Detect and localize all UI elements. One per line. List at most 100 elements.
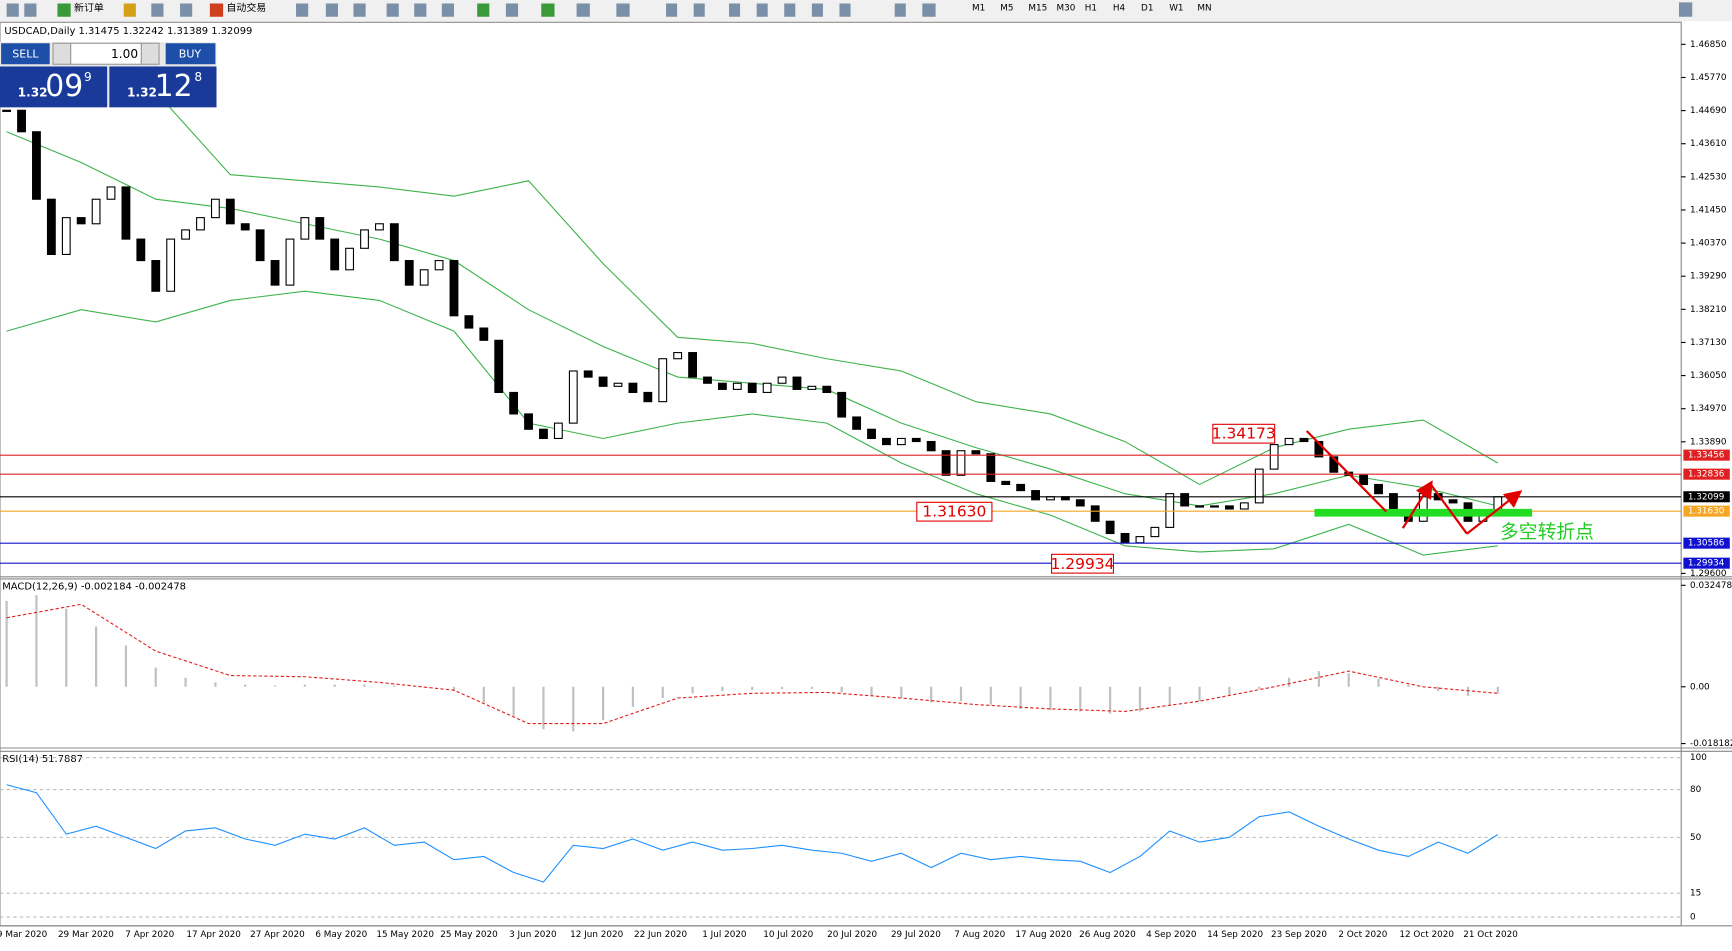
macd-bar (691, 686, 694, 694)
new-order[interactable]: 新订单 (74, 1, 104, 14)
candle (956, 450, 966, 476)
timeframe[interactable]: D1 (1141, 3, 1153, 13)
timeframe[interactable]: M15 (1028, 3, 1047, 13)
timeframe[interactable]: W1 (1169, 3, 1183, 13)
macd-bar (810, 686, 813, 689)
candle (1254, 468, 1264, 504)
icon[interactable] (441, 3, 454, 17)
candle (404, 260, 414, 286)
macd-bar (631, 686, 635, 707)
x-tick-label: 26 Aug 2020 (1079, 930, 1136, 940)
price-level-tag (1683, 505, 1730, 517)
buy-button[interactable] (165, 43, 216, 65)
macd-bar (244, 684, 247, 687)
candle (688, 352, 697, 378)
timeframe[interactable]: M5 (1000, 3, 1013, 13)
icon[interactable] (353, 3, 366, 17)
candle (837, 391, 847, 418)
candle (1165, 493, 1175, 528)
icon[interactable] (693, 3, 705, 17)
y-tick-label: 1.29600 (1690, 569, 1727, 579)
candle (747, 382, 757, 394)
macd-bar (989, 686, 992, 705)
x-tick-label: 7 Apr 2020 (125, 930, 174, 940)
icon[interactable] (6, 3, 19, 17)
macd-bar (661, 686, 664, 699)
icon[interactable] (477, 3, 490, 17)
buy-price-box[interactable] (109, 66, 217, 108)
macd-bar (482, 686, 485, 703)
x-tick-label: 29 Jul 2020 (891, 930, 941, 940)
icon[interactable] (209, 3, 224, 17)
macd-bar (1079, 686, 1082, 712)
icon[interactable] (541, 3, 555, 17)
candle (76, 217, 86, 225)
icon[interactable] (729, 3, 741, 17)
candle (1016, 483, 1026, 492)
auto-trading[interactable]: 自动交易 (226, 1, 266, 14)
icon[interactable] (616, 3, 630, 17)
candle (375, 223, 384, 231)
icon[interactable] (296, 3, 309, 17)
spin-button[interactable] (140, 42, 160, 65)
icon[interactable] (666, 3, 678, 17)
x-tick-label: 14 Sep 2020 (1207, 930, 1263, 940)
timeframes: M1 M5 M15 M30 H1 H4 D1 W1 MN (972, 3, 1212, 13)
candle (1359, 474, 1369, 486)
icon[interactable] (784, 3, 796, 17)
icon[interactable] (756, 3, 768, 17)
buy-price-big: 1.32 (127, 85, 157, 99)
icon[interactable] (505, 3, 519, 17)
macd-bar (930, 686, 933, 703)
icon[interactable] (123, 3, 136, 17)
candle (240, 223, 250, 231)
icon[interactable] (839, 3, 851, 17)
macd-bar (1109, 686, 1112, 714)
y-tick-label: 15 (1690, 889, 1701, 899)
icon[interactable] (922, 3, 936, 17)
macd-bar (452, 686, 456, 692)
candle (46, 198, 56, 255)
y-tick-label: 1.38210 (1690, 305, 1727, 315)
macd-title: MACD(12,26,9) -0.002184 -0.002478 (2, 582, 186, 593)
icon[interactable] (57, 3, 71, 17)
timeframe[interactable]: MN (1197, 3, 1211, 13)
candle (896, 437, 906, 446)
price-level-label: 1.30586 (1688, 539, 1725, 549)
timeframe[interactable]: M30 (1057, 3, 1076, 13)
icon[interactable] (414, 3, 427, 17)
icon[interactable] (576, 3, 590, 17)
icon[interactable] (894, 3, 906, 17)
sell-price-box[interactable] (0, 66, 108, 108)
x-tick-label: 23 Sep 2020 (1271, 930, 1327, 940)
candle (1299, 437, 1309, 443)
candle (315, 217, 325, 240)
icon[interactable] (386, 3, 399, 17)
y-tick-label: 50 (1690, 833, 1702, 843)
sell-button[interactable] (1, 43, 50, 65)
candle (17, 109, 26, 133)
macd-bar (214, 682, 217, 687)
timeframe[interactable]: M1 (972, 3, 985, 13)
macd-bar (1019, 686, 1022, 709)
candle (882, 437, 891, 446)
x-tick-label: 7 Aug 2020 (954, 930, 1005, 940)
candle (658, 358, 668, 403)
candle (568, 370, 578, 424)
icon[interactable] (180, 3, 193, 17)
spin-button[interactable] (52, 42, 72, 65)
price-level-tag (1683, 557, 1730, 569)
icon[interactable] (24, 3, 37, 17)
icon[interactable] (1678, 2, 1693, 17)
timeframe[interactable]: H4 (1113, 3, 1126, 13)
sell-price-main: 09 (45, 69, 83, 104)
icon[interactable] (811, 3, 823, 17)
icon[interactable] (151, 3, 164, 17)
timeframe[interactable]: H1 (1085, 3, 1097, 13)
candle (255, 229, 265, 262)
x-tick-label: 4 Sep 2020 (1146, 930, 1197, 940)
arrow (1429, 483, 1468, 535)
macd-bar (65, 608, 68, 687)
icon[interactable] (325, 3, 339, 17)
